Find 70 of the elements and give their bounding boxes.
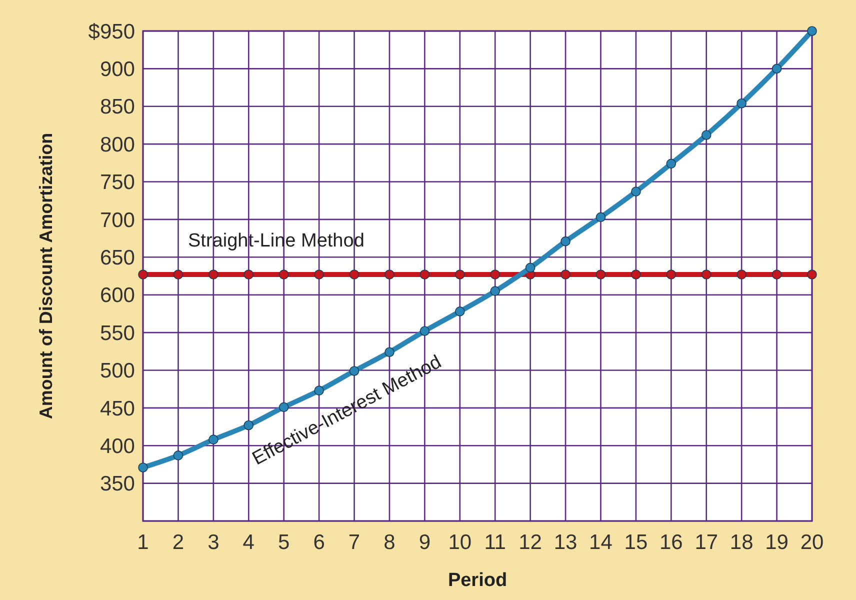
point: [772, 64, 782, 74]
point: [807, 26, 817, 36]
point: [278, 270, 289, 280]
x-tick-label: 7: [348, 531, 360, 554]
x-tick-label: 17: [694, 531, 718, 554]
point: [525, 262, 536, 273]
point: [349, 366, 360, 376]
x-tick-label: 8: [384, 531, 396, 554]
y-tick-label: 450: [100, 397, 135, 420]
x-tick-label: 12: [518, 531, 542, 554]
point: [666, 158, 676, 169]
point: [560, 270, 570, 280]
y-axis-title: Amount of Discount Amortization: [36, 132, 56, 420]
y-tick-label: 850: [100, 96, 135, 119]
x-tick-label: 13: [554, 531, 578, 554]
point: [454, 306, 465, 316]
point: [596, 270, 606, 280]
x-tick-label: 15: [624, 531, 648, 554]
y-tick-label: 550: [100, 322, 135, 345]
point: [138, 462, 148, 472]
x-tick-label: 4: [242, 531, 255, 554]
x-tick-label: 18: [730, 531, 754, 554]
point: [490, 270, 500, 280]
x-tick-label: 6: [313, 531, 325, 554]
point: [736, 98, 746, 108]
x-tick-label: 5: [278, 531, 290, 554]
point: [631, 270, 641, 280]
x-tick-label: 16: [659, 531, 683, 554]
point: [560, 236, 570, 246]
point: [208, 270, 218, 280]
point: [138, 270, 148, 280]
point: [384, 270, 394, 280]
point: [701, 130, 712, 140]
x-axis-title: Period: [448, 570, 508, 591]
point: [772, 270, 782, 280]
y-tick-label: 400: [100, 434, 135, 458]
x-tick-label: 11: [484, 531, 506, 554]
y-tick-label: 900: [100, 58, 135, 82]
x-tick-label: 1: [137, 531, 149, 554]
y-tick-label: 350: [100, 472, 135, 496]
point: [490, 286, 500, 296]
point: [454, 270, 465, 280]
y-tick-label: 800: [100, 133, 135, 156]
y-tick-label: 650: [100, 246, 135, 270]
point: [420, 270, 430, 280]
y-tick-label: 750: [100, 171, 135, 194]
point: [631, 186, 641, 196]
point: [666, 270, 676, 280]
x-tick-label: 3: [208, 531, 220, 554]
point: [701, 270, 712, 280]
x-tick-label: 9: [418, 531, 431, 554]
y-tick-label: 600: [100, 284, 135, 308]
x-tick-label: 10: [448, 531, 472, 554]
x-tick-label: 14: [589, 531, 613, 554]
point: [349, 270, 360, 280]
point: [208, 434, 218, 444]
point: [736, 270, 746, 280]
point: [807, 270, 817, 280]
point: [173, 270, 184, 280]
y-tick-label: 700: [100, 208, 135, 232]
point: [596, 212, 606, 222]
point: [420, 326, 430, 336]
y-tick-label: $950: [88, 20, 135, 44]
point: [244, 270, 254, 280]
point: [173, 450, 184, 460]
y-tick-label: 500: [100, 360, 135, 383]
x-tick-label: 2: [172, 531, 184, 554]
x-tick-label: 19: [765, 531, 788, 554]
x-tick-label: 20: [800, 531, 824, 554]
point: [314, 270, 324, 280]
